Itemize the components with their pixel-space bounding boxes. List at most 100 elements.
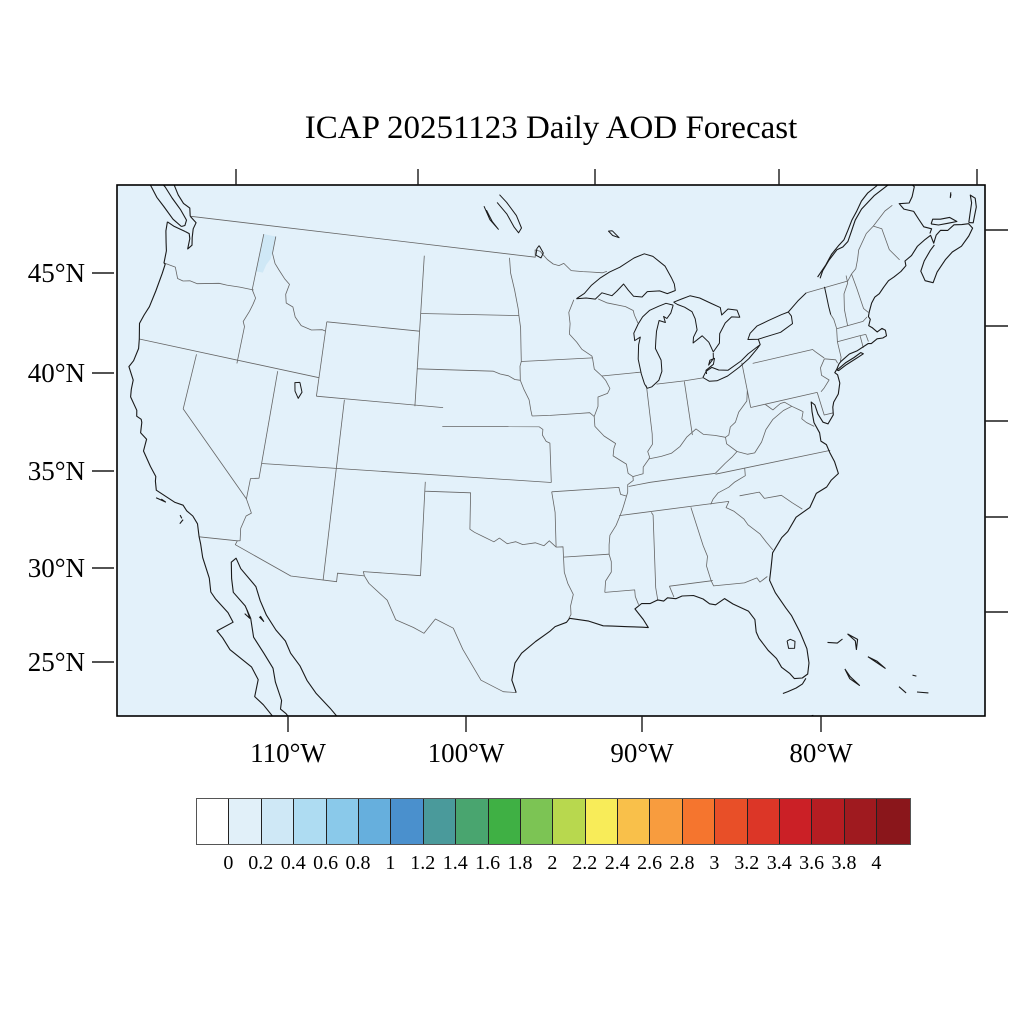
lake-outline — [705, 352, 715, 375]
state-border-line — [598, 298, 639, 324]
state-border-line — [836, 316, 868, 330]
coastline — [867, 656, 886, 669]
state-border-line — [322, 399, 345, 581]
colorbar-cell — [294, 799, 327, 844]
state-border-line — [556, 546, 564, 558]
map-layers — [128, 168, 977, 716]
lon-label: 90°W — [610, 738, 674, 768]
colorbar-tick-label: 2.4 — [604, 852, 630, 874]
colorbar-cell — [877, 799, 910, 844]
colorbar-tick-label: 3.2 — [734, 852, 760, 874]
lake-outline — [824, 286, 832, 315]
lat-label: 35°N — [27, 456, 85, 486]
coastline — [184, 215, 197, 250]
colorbar-cell — [261, 799, 295, 844]
coastline — [244, 609, 251, 619]
colorbar-tick-label: 3.4 — [766, 852, 792, 874]
coastline — [817, 185, 878, 278]
colorbar-tick-label: 4 — [871, 852, 882, 874]
state-border-line — [139, 338, 320, 379]
lat-label: 30°N — [27, 553, 85, 583]
state-border-line — [656, 377, 704, 385]
coastline — [179, 514, 183, 519]
colorbar-tick-label: 1.4 — [442, 852, 468, 874]
state-border-line — [765, 401, 815, 427]
state-border-line — [837, 334, 866, 343]
colorbar-cell — [488, 799, 521, 844]
colorbar-cell — [618, 799, 651, 844]
coastline — [819, 185, 933, 279]
state-border-line — [736, 405, 792, 455]
colorbar-cell — [423, 799, 457, 844]
colorbar-cell — [747, 799, 781, 844]
state-border-line — [741, 362, 752, 408]
lon-label: 110°W — [250, 738, 326, 768]
lon-label: 80°W — [789, 738, 853, 768]
colorbar-cell — [682, 799, 716, 844]
state-border-line — [669, 576, 768, 587]
state-border-line — [806, 273, 852, 294]
state-border-line — [843, 275, 849, 326]
colorbar-cell — [812, 799, 845, 844]
lake-outline — [747, 311, 793, 340]
coastline — [898, 686, 907, 694]
colorbar-tick-label: 2.8 — [669, 852, 695, 874]
state-border-line — [551, 491, 557, 548]
colorbar-tick-label: 0.2 — [248, 852, 274, 874]
state-border-line — [632, 390, 748, 477]
coastlines — [128, 185, 977, 716]
state-border-line — [568, 299, 634, 593]
colorbar-cell — [520, 799, 554, 844]
colorbar-tick-label: 3.8 — [831, 852, 857, 874]
colorbar-tick-label: 1.2 — [410, 852, 436, 874]
state-border-line — [182, 354, 252, 542]
state-border-line — [865, 334, 869, 342]
coastline — [836, 352, 864, 372]
colorbar-cell — [326, 799, 359, 844]
coastline — [149, 185, 188, 228]
lake-outline — [916, 168, 938, 170]
coastline — [782, 678, 807, 695]
colorbar-tick-label: 3.6 — [799, 852, 825, 874]
state-border-line — [851, 225, 900, 275]
coastline — [167, 221, 186, 232]
state-border-line — [646, 385, 653, 459]
state-border-line — [601, 371, 642, 377]
coastline — [968, 194, 977, 224]
state-border-line — [316, 395, 444, 408]
colorbar-tick-label: 2.6 — [637, 852, 663, 874]
colorbar-tick-label: 3 — [709, 852, 720, 874]
lat-label: 25°N — [27, 647, 85, 677]
colorbar-tick-label: 1.6 — [475, 852, 501, 874]
state-border-line — [326, 321, 420, 332]
state-border-line — [190, 215, 608, 274]
state-border-line — [715, 437, 738, 474]
colorbar-cell — [553, 799, 586, 844]
state-border-line — [236, 289, 256, 364]
coastline — [916, 691, 929, 694]
colorbar-cell — [391, 799, 424, 844]
state-border-line — [362, 491, 426, 577]
state-border-line — [414, 255, 425, 407]
state-border-line — [417, 368, 521, 381]
state-border-line — [669, 586, 675, 598]
lake-outline — [757, 339, 761, 345]
state-border-line — [859, 335, 864, 349]
lake-outline — [787, 292, 807, 313]
colorbar-tick-label: 2 — [547, 852, 558, 874]
state-border-line — [251, 234, 265, 290]
colorbar-cell — [229, 799, 262, 844]
coastline — [912, 674, 917, 677]
lake-outline — [576, 253, 676, 300]
state-border-line — [683, 381, 693, 436]
lat-label: 40°N — [27, 358, 85, 388]
map-frame — [116, 184, 986, 717]
coastline — [844, 668, 861, 686]
state-border-line — [521, 357, 593, 362]
state-borders — [139, 204, 900, 693]
state-border-line — [752, 349, 825, 364]
lake-outline — [496, 194, 522, 234]
state-border-line — [563, 557, 574, 619]
colorbar-tick-label: 0.8 — [345, 852, 371, 874]
